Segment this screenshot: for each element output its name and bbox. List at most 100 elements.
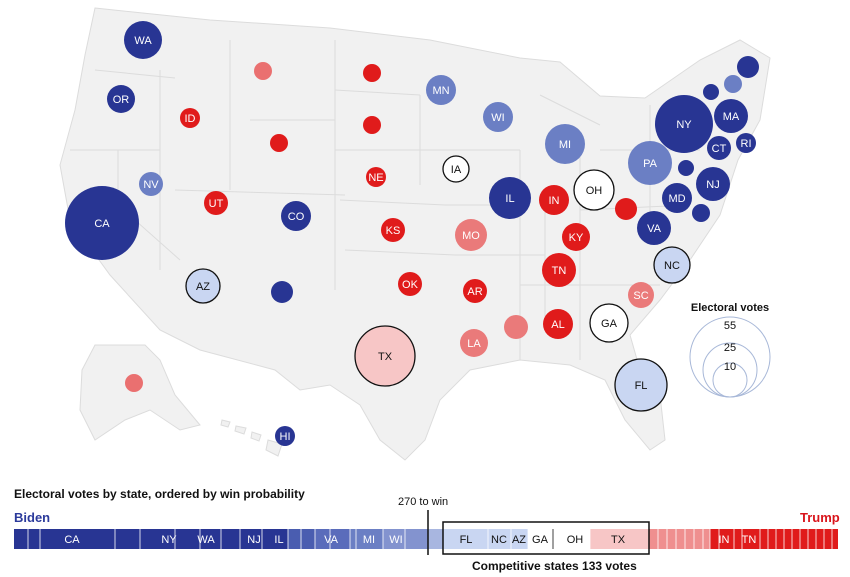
state-bubble-wa [124,21,162,59]
state-label-in: IN [549,195,560,207]
state-label-al: AL [551,319,564,331]
bar-label-fl: FL [460,534,473,546]
state-bubble-fl [614,358,668,412]
state-bubble-pa [628,141,672,185]
state-label-hi: HI [280,431,291,443]
legend-value-25: 25 [724,342,736,354]
hawaii-shape [220,419,283,457]
bar-label-wa: WA [197,534,215,546]
state-label-tn: TN [552,265,567,277]
state-bubble-mn [426,75,456,105]
state-label-id: ID [185,113,196,125]
state-label-ks: KS [386,225,401,237]
state-bubble-or [107,85,135,113]
state-bubble-ne [366,167,386,187]
threshold-label: 270 to win [398,496,449,508]
state-label-or: OR [113,94,130,106]
state-label-wi: WI [491,112,504,124]
bar-label-va: VA [324,534,339,546]
state-label-la: LA [467,338,481,350]
state-label-ma: MA [723,111,740,123]
bar-label-tx: TX [611,534,626,546]
state-label-az: AZ [196,281,210,293]
state-bubble-al [543,309,573,339]
state-bubble-ok [398,272,422,296]
state-bubble-mi [545,124,585,164]
legend-value-55: 55 [724,320,736,332]
state-bubble-mo [455,219,487,251]
legend-circle-10 [712,362,748,398]
state-label-ga: GA [601,318,618,330]
competitive-states-box [442,521,650,555]
bar-segment [175,529,221,549]
state-label-nv: NV [143,179,159,191]
legend-value-10: 10 [724,361,736,373]
state-label-wa: WA [134,35,152,47]
state-bubble-nj [696,167,730,201]
bar-segment [383,529,428,549]
bar-segment [221,529,288,549]
state-bubble-nc [653,246,691,284]
state-bubble-va [637,211,671,245]
bar-label-ca: CA [64,534,80,546]
state-bubble-wi [483,102,513,132]
bar-segment [553,529,590,549]
state-bubble-ak [125,374,143,392]
trump-label: Trump [800,510,840,525]
bar-label-oh: OH [567,534,584,546]
bar-label-nj: NJ [247,534,260,546]
state-bubble-oh [573,169,615,211]
bar-segment [649,529,710,549]
state-label-va: VA [647,223,662,235]
bar-segment [511,529,528,549]
state-bubble-de [692,204,710,222]
state-bubble-sc [628,282,654,308]
bar-label-tn: TN [742,534,757,546]
state-label-ar: AR [467,286,482,298]
state-bubble-ms [504,315,528,339]
state-bubble-co [281,201,311,231]
state-bubble-tn [542,253,576,287]
state-label-ky: KY [569,232,584,244]
bar-segments [14,529,838,549]
alaska-shape [79,344,201,441]
bar-segment [115,529,175,549]
state-label-ne: NE [368,172,383,184]
competitive-states-label: Competitive states 133 votes [472,559,637,573]
state-bubble-ar [463,279,487,303]
state-bubble-la [460,329,488,357]
bar-title: Electoral votes by state, ordered by win… [14,487,305,501]
state-bubble-ny [655,95,713,153]
us-map: WA OR CA NV ID UT CO AZ NE KS OK TX MN IA MO AR LA WI IL MI… [59,7,771,461]
state-label-oh: OH [586,185,603,197]
state-label-ok: OK [402,279,419,291]
state-bubble-az [185,268,221,304]
bar-segment [315,529,350,549]
state-label-ct: CT [712,143,727,155]
bar-label-wi: WI [389,534,402,546]
state-bubble-mt [254,62,272,80]
state-bubble-in [539,185,569,215]
state-label-nj: NJ [706,179,719,191]
state-bubble-il [489,177,531,219]
bar-segment [428,529,443,549]
state-label-md: MD [668,193,685,205]
state-label-mn: MN [432,85,449,97]
state-bubble-nd [363,64,381,82]
state-bubble-dc [678,160,694,176]
state-label-ia: IA [451,164,462,176]
state-label-il: IL [505,193,514,205]
state-bubble-id [180,108,200,128]
bar-segment [288,529,315,549]
bar-labels: CA NY WA NJ IL VA MI WI FL NC AZ GA OH TX IN TN [64,534,756,546]
state-bubble-tx [354,325,416,387]
bar-segment [443,529,488,549]
state-label-sc: SC [633,290,648,302]
bar-segment [760,529,838,549]
state-bubble-ct [707,136,731,160]
state-bubble-hi [275,426,295,446]
state-bubble-vt [703,84,719,100]
bar-segment [488,529,511,549]
state-bubble-sd [363,116,381,134]
bar-label-in: IN [719,534,730,546]
